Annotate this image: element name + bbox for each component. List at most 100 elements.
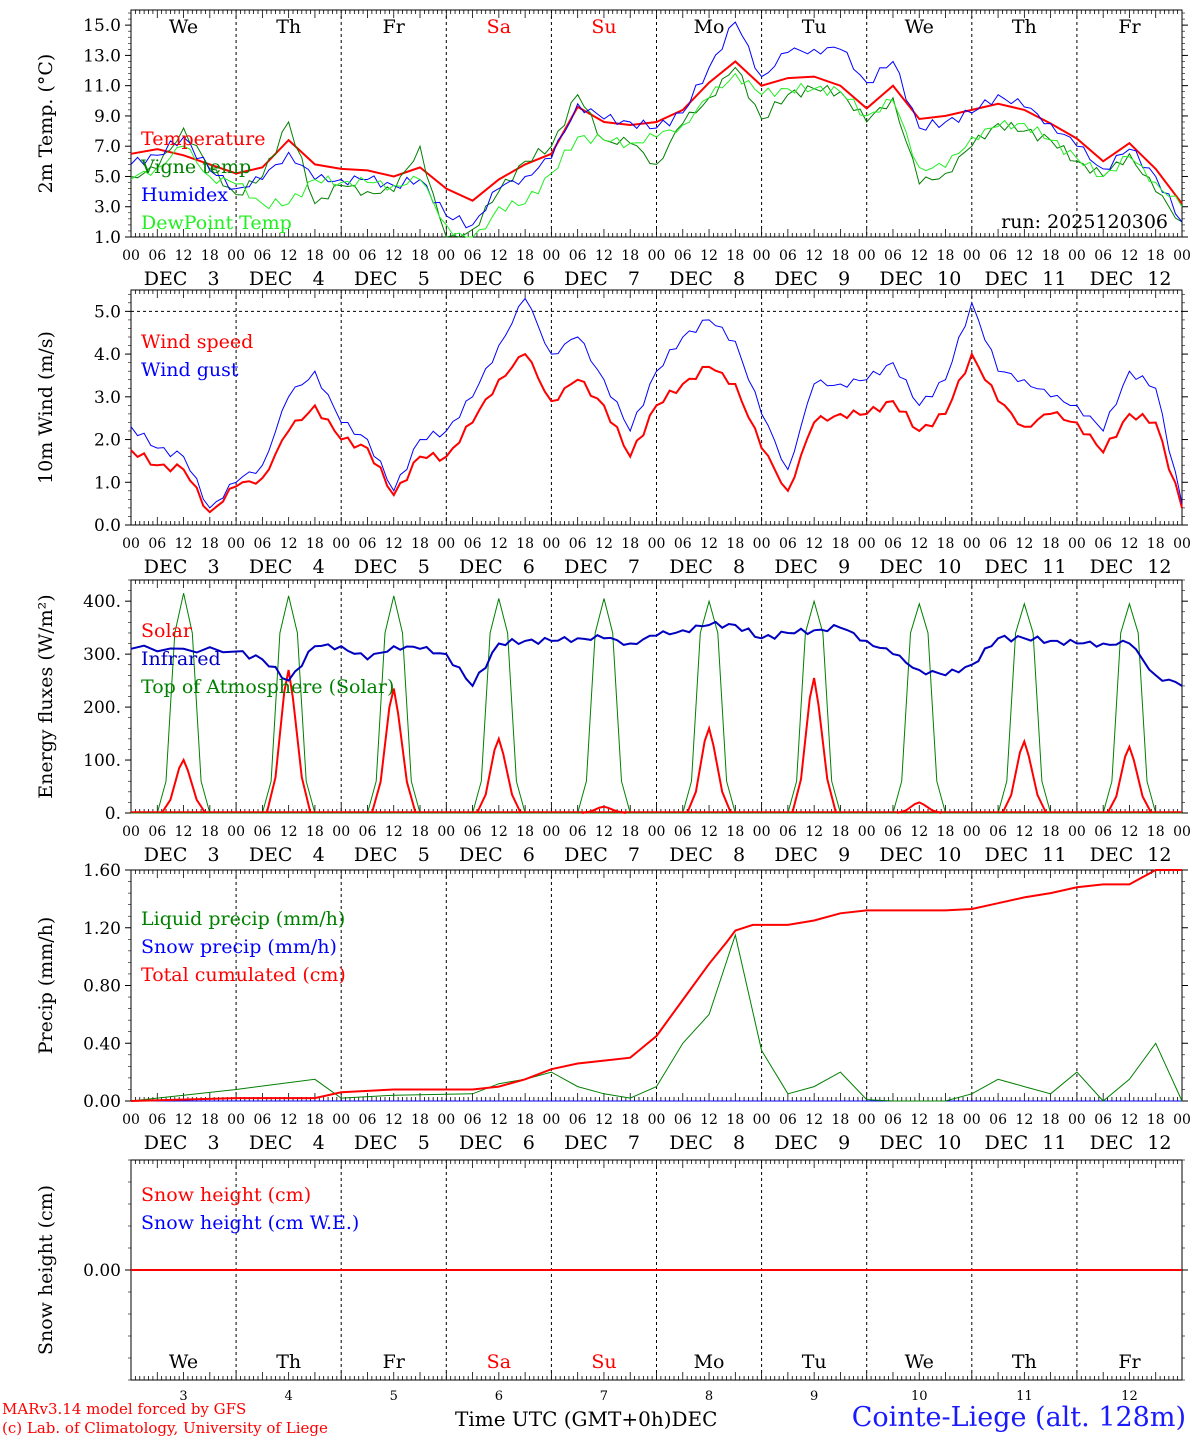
hour-label: 18 bbox=[726, 536, 744, 552]
hour-label: 00 bbox=[332, 1112, 350, 1128]
weekday-label: Su bbox=[591, 16, 616, 38]
bottom-date-label: 12 bbox=[1121, 1389, 1138, 1404]
date-label: 8 bbox=[733, 1132, 745, 1154]
hour-label: 18 bbox=[411, 536, 429, 552]
hour-label: 00 bbox=[648, 248, 666, 264]
hour-label: 18 bbox=[937, 248, 955, 264]
y-tick-label: 3.0 bbox=[94, 198, 121, 218]
legend-entry: Top of Atmosphere (Solar) bbox=[141, 676, 394, 698]
date-label: 7 bbox=[628, 844, 640, 866]
hour-label: 06 bbox=[359, 1112, 377, 1128]
hour-label: 06 bbox=[148, 1112, 166, 1128]
series-line bbox=[130, 60, 1183, 205]
y-tick-label: 11.0 bbox=[83, 77, 121, 97]
y-tick-label: 1.0 bbox=[94, 473, 121, 493]
month-label: DEC bbox=[669, 556, 713, 578]
station-title: Cointe-Liege (alt. 128m) bbox=[851, 1402, 1186, 1433]
date-label: 9 bbox=[838, 556, 850, 578]
date-label: 6 bbox=[523, 1132, 535, 1154]
date-label: 12 bbox=[1147, 268, 1171, 290]
weekday-label: Mo bbox=[694, 16, 725, 38]
hour-label: 12 bbox=[700, 248, 718, 264]
hour-label: 06 bbox=[779, 1112, 797, 1128]
hour-label: 00 bbox=[542, 824, 560, 840]
weekday-label: Th bbox=[276, 16, 301, 38]
date-label: 6 bbox=[523, 268, 535, 290]
hour-label: 12 bbox=[805, 536, 823, 552]
hour-label: 06 bbox=[359, 536, 377, 552]
hour-label: 18 bbox=[516, 824, 534, 840]
month-label: DEC bbox=[669, 1132, 713, 1154]
hour-label: 06 bbox=[569, 248, 587, 264]
hour-label: 06 bbox=[884, 1112, 902, 1128]
hour-label: 18 bbox=[937, 536, 955, 552]
hour-label: 00 bbox=[858, 824, 876, 840]
weekday-label: Sa bbox=[487, 16, 511, 38]
date-label: 10 bbox=[937, 556, 961, 578]
hour-label: 18 bbox=[726, 248, 744, 264]
date-label: 9 bbox=[838, 268, 850, 290]
hour-label: 18 bbox=[1042, 824, 1060, 840]
hour-label: 00 bbox=[1173, 824, 1191, 840]
month-label: DEC bbox=[1090, 556, 1134, 578]
hour-label: 06 bbox=[464, 1112, 482, 1128]
hour-label: 12 bbox=[595, 1112, 613, 1128]
hour-label: 18 bbox=[832, 824, 850, 840]
hour-label: 06 bbox=[1094, 824, 1112, 840]
weekday-label: Tu bbox=[802, 16, 827, 38]
date-label: 10 bbox=[937, 268, 961, 290]
hour-label: 12 bbox=[1121, 536, 1139, 552]
hour-label: 18 bbox=[1147, 1112, 1165, 1128]
hour-label: 00 bbox=[963, 536, 981, 552]
month-label: DEC bbox=[249, 556, 293, 578]
hour-label: 06 bbox=[359, 824, 377, 840]
hour-label: 12 bbox=[175, 248, 193, 264]
date-label: 5 bbox=[418, 844, 430, 866]
hour-label: 12 bbox=[280, 536, 298, 552]
y-axis-label: 10m Wind (m/s) bbox=[35, 331, 57, 484]
month-label: DEC bbox=[459, 844, 503, 866]
hour-label: 06 bbox=[674, 536, 692, 552]
date-label: 8 bbox=[733, 556, 745, 578]
hour-label: 12 bbox=[385, 1112, 403, 1128]
hour-label: 06 bbox=[359, 248, 377, 264]
month-label: DEC bbox=[564, 556, 608, 578]
hour-label: 12 bbox=[490, 248, 508, 264]
month-label: DEC bbox=[985, 844, 1029, 866]
hour-label: 18 bbox=[832, 1112, 850, 1128]
bottom-date-label: 8 bbox=[705, 1389, 713, 1404]
hour-label: 06 bbox=[464, 248, 482, 264]
hour-label: 06 bbox=[674, 1112, 692, 1128]
date-label: 8 bbox=[733, 268, 745, 290]
hour-label: 00 bbox=[1068, 248, 1086, 264]
hour-label: 18 bbox=[832, 536, 850, 552]
hour-label: 12 bbox=[490, 536, 508, 552]
hour-label: 00 bbox=[122, 248, 140, 264]
date-label: 3 bbox=[208, 844, 220, 866]
y-tick-label: 300. bbox=[83, 645, 121, 665]
bottom-date-label: 4 bbox=[285, 1389, 293, 1404]
hour-label: 06 bbox=[1094, 248, 1112, 264]
hour-label: 06 bbox=[253, 248, 271, 264]
hour-label: 12 bbox=[385, 536, 403, 552]
y-tick-label: 9.0 bbox=[94, 107, 121, 127]
hour-label: 00 bbox=[437, 1112, 455, 1128]
hour-label: 00 bbox=[858, 248, 876, 264]
bottom-date-label: 9 bbox=[810, 1389, 818, 1404]
month-label: DEC bbox=[774, 1132, 818, 1154]
hour-label: 18 bbox=[937, 1112, 955, 1128]
weekday-label: Sa bbox=[487, 1351, 511, 1373]
hour-label: 06 bbox=[253, 824, 271, 840]
hour-label: 00 bbox=[542, 1112, 560, 1128]
bottom-date-label: 5 bbox=[390, 1389, 398, 1404]
date-label: 3 bbox=[208, 556, 220, 578]
month-label: DEC bbox=[669, 844, 713, 866]
month-label: DEC bbox=[564, 1132, 608, 1154]
month-label: DEC bbox=[354, 844, 398, 866]
hour-label: 06 bbox=[779, 536, 797, 552]
hour-label: 12 bbox=[1121, 824, 1139, 840]
hour-label: 00 bbox=[1068, 536, 1086, 552]
date-label: 11 bbox=[1042, 1132, 1066, 1154]
hour-label: 12 bbox=[280, 1112, 298, 1128]
hour-label: 00 bbox=[227, 248, 245, 264]
